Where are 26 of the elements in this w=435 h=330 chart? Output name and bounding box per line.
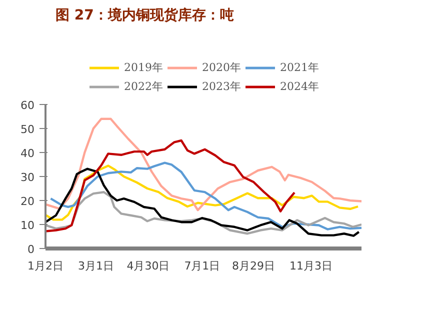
y-tick-label: 20 [20,195,35,208]
x-tick-label: 8月29日 [232,260,276,272]
chart-title: 图 27：境内铜现货库存：吨 [56,6,234,24]
legend-label: 2022年 [124,79,163,94]
x-tick-label: 3月1日 [78,260,114,272]
legend-label: 2020年 [202,60,241,75]
y-tick-label: 10 [20,219,35,232]
legend-label: 2024年 [280,79,319,94]
y-tick-label: 50 [20,123,35,136]
line-series [46,139,296,232]
line-series [50,162,362,230]
legend-label: 2019年 [124,60,163,75]
x-tick-label: 7月1日 [184,260,220,272]
line-series [46,168,360,237]
line-series [46,118,362,212]
x-tick-label: 1月2日 [28,260,64,272]
line-series [46,164,360,221]
y-tick-label: 40 [20,147,35,160]
x-tick-label: 4月30日 [126,260,170,272]
x-tick-label: 11月3日 [290,260,333,272]
y-tick-label: 0 [28,243,34,256]
legend-label: 2023年 [202,79,241,94]
y-tick-label: 60 [20,99,35,112]
y-tick-label: 30 [20,171,35,184]
line-series [46,191,362,235]
legend-label: 2021年 [280,60,319,75]
